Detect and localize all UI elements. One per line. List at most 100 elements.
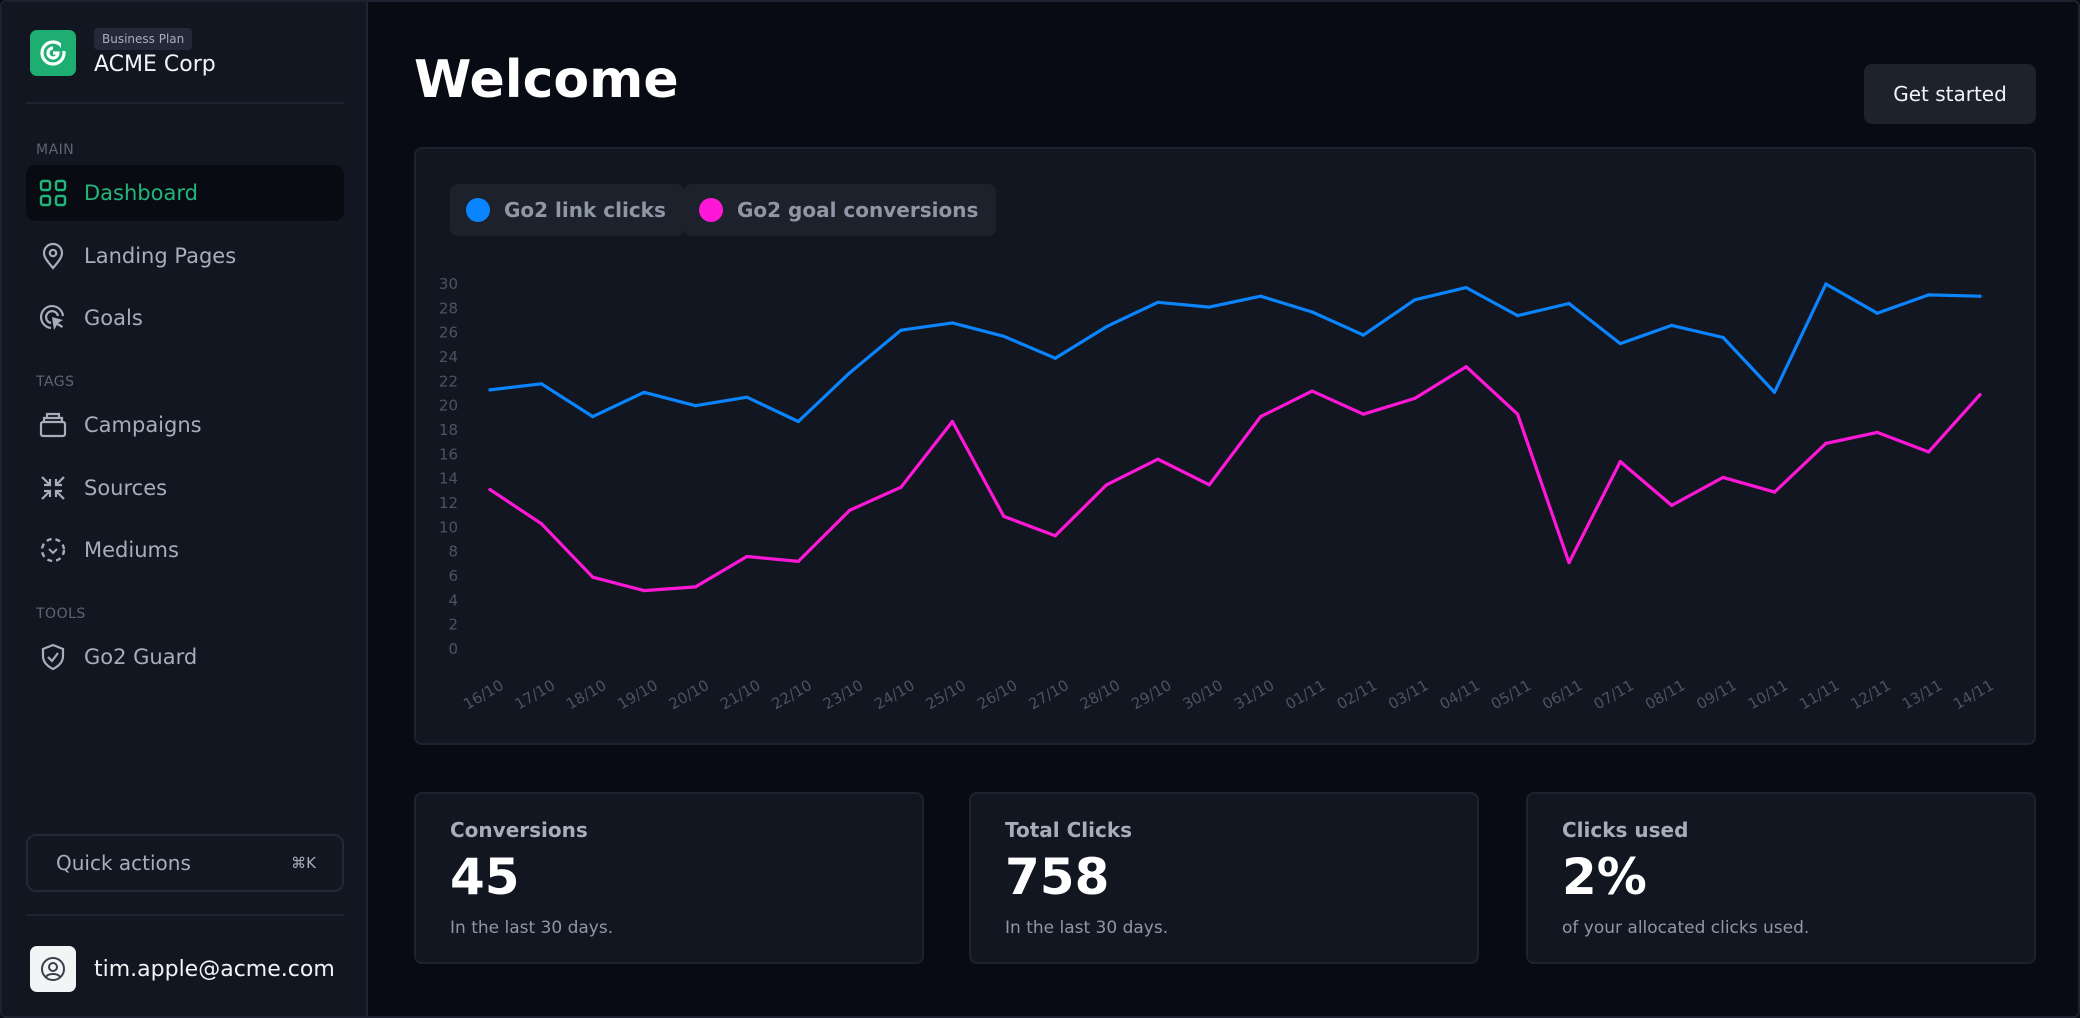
data-point[interactable] — [1207, 305, 1211, 309]
get-started-button[interactable]: Get started — [1864, 64, 2036, 124]
stat-value: 45 — [450, 848, 520, 906]
target-pointer-icon — [38, 303, 68, 333]
series-line-goal-conversions[interactable] — [488, 365, 1982, 593]
legend-item-link-clicks[interactable]: Go2 link clicks — [450, 184, 684, 236]
data-point[interactable] — [1927, 293, 1931, 297]
data-point[interactable] — [1002, 514, 1006, 518]
data-point[interactable] — [642, 589, 646, 593]
data-point[interactable] — [1105, 483, 1109, 487]
data-point[interactable] — [1259, 294, 1263, 298]
y-tick-label: 28 — [439, 299, 458, 317]
data-point[interactable] — [1310, 389, 1314, 393]
sidebar-item-label: Goals — [84, 306, 143, 330]
page-title: Welcome — [414, 50, 679, 110]
data-point[interactable] — [745, 395, 749, 399]
go2-logo-icon — [30, 30, 76, 76]
data-point[interactable] — [591, 415, 595, 419]
data-point[interactable] — [1259, 415, 1263, 419]
user-email: tim.apple@acme.com — [94, 956, 335, 982]
sidebar-item-goals[interactable]: Goals — [26, 290, 344, 346]
x-tick-label: 19/10 — [614, 676, 660, 713]
data-point[interactable] — [1824, 441, 1828, 445]
data-point[interactable] — [1207, 483, 1211, 487]
x-tick-label: 26/10 — [974, 676, 1020, 713]
map-pin-icon — [38, 241, 68, 271]
data-point[interactable] — [899, 485, 903, 489]
sidebar-item-label: Mediums — [84, 538, 179, 562]
data-point[interactable] — [1721, 335, 1725, 340]
user-menu[interactable]: tim.apple@acme.com — [30, 946, 360, 992]
data-point[interactable] — [693, 585, 698, 589]
data-point[interactable] — [539, 522, 543, 526]
data-point[interactable] — [1978, 294, 1982, 298]
data-point[interactable] — [642, 390, 646, 394]
sidebar-item-campaigns[interactable]: Campaigns — [26, 397, 344, 453]
data-point[interactable] — [1413, 298, 1417, 302]
shield-check-icon — [38, 642, 68, 672]
data-point[interactable] — [1721, 475, 1725, 479]
data-point[interactable] — [1927, 450, 1931, 454]
data-point[interactable] — [1105, 325, 1109, 329]
data-point[interactable] — [488, 488, 492, 492]
data-point[interactable] — [1824, 282, 1828, 286]
data-point[interactable] — [1361, 333, 1365, 337]
keyboard-shortcut: ⌘K — [291, 854, 316, 872]
org-switcher[interactable]: Business Plan ACME Corp — [30, 28, 350, 78]
data-point[interactable] — [1875, 311, 1879, 315]
y-tick-label: 30 — [439, 275, 458, 293]
y-tick-label: 10 — [439, 518, 458, 536]
data-point[interactable] — [745, 554, 749, 559]
data-point[interactable] — [1516, 314, 1520, 318]
sidebar-item-landing-pages[interactable]: Landing Pages — [26, 228, 344, 284]
data-point[interactable] — [1464, 286, 1468, 290]
data-point[interactable] — [1670, 503, 1674, 507]
data-point[interactable] — [899, 328, 903, 332]
data-point[interactable] — [796, 559, 800, 563]
data-point[interactable] — [950, 419, 955, 424]
divider — [26, 102, 344, 104]
data-point[interactable] — [1053, 534, 1057, 538]
data-point[interactable] — [1567, 301, 1571, 306]
y-tick-label: 26 — [439, 324, 458, 342]
data-point[interactable] — [1772, 490, 1777, 494]
data-point[interactable] — [693, 404, 698, 408]
x-tick-label: 05/11 — [1488, 676, 1534, 713]
section-label-tags: TAGS — [36, 374, 75, 390]
series-line-link-clicks[interactable] — [488, 282, 1982, 424]
data-point[interactable] — [1772, 390, 1777, 394]
data-point[interactable] — [1875, 430, 1879, 434]
y-tick-label: 4 — [448, 591, 458, 609]
data-point[interactable] — [1002, 334, 1006, 338]
sidebar-item-sources[interactable]: Sources — [26, 460, 344, 516]
data-point[interactable] — [1618, 460, 1622, 464]
stat-subtext: of your allocated clicks used. — [1562, 918, 1810, 938]
x-tick-label: 02/11 — [1334, 676, 1380, 713]
data-point[interactable] — [1464, 365, 1468, 369]
data-point[interactable] — [848, 371, 852, 375]
data-point[interactable] — [1516, 412, 1520, 416]
data-point[interactable] — [1978, 393, 1982, 397]
plan-badge: Business Plan — [94, 28, 193, 50]
quick-actions-button[interactable]: Quick actions ⌘K — [26, 834, 344, 892]
data-point[interactable] — [1670, 323, 1674, 327]
sidebar-item-go2-guard[interactable]: Go2 Guard — [26, 629, 344, 685]
data-point[interactable] — [1156, 457, 1160, 461]
data-point[interactable] — [488, 388, 492, 392]
data-point[interactable] — [1618, 342, 1622, 346]
data-point[interactable] — [1310, 310, 1314, 314]
data-point[interactable] — [1156, 300, 1160, 304]
data-point[interactable] — [1053, 356, 1057, 360]
data-point[interactable] — [848, 508, 852, 512]
data-point[interactable] — [591, 575, 595, 579]
data-point[interactable] — [1413, 396, 1417, 400]
data-point[interactable] — [539, 382, 543, 386]
stat-card-conversions: Conversions 45 In the last 30 days. — [414, 792, 924, 964]
sidebar-item-label: Campaigns — [84, 413, 202, 437]
data-point[interactable] — [1361, 412, 1365, 416]
data-point[interactable] — [1567, 561, 1571, 565]
data-point[interactable] — [796, 419, 800, 424]
data-point[interactable] — [950, 321, 955, 325]
legend-item-goal-conversions[interactable]: Go2 goal conversions — [683, 184, 997, 236]
sidebar-item-dashboard[interactable]: Dashboard — [26, 165, 344, 221]
sidebar-item-mediums[interactable]: Mediums — [26, 522, 344, 578]
